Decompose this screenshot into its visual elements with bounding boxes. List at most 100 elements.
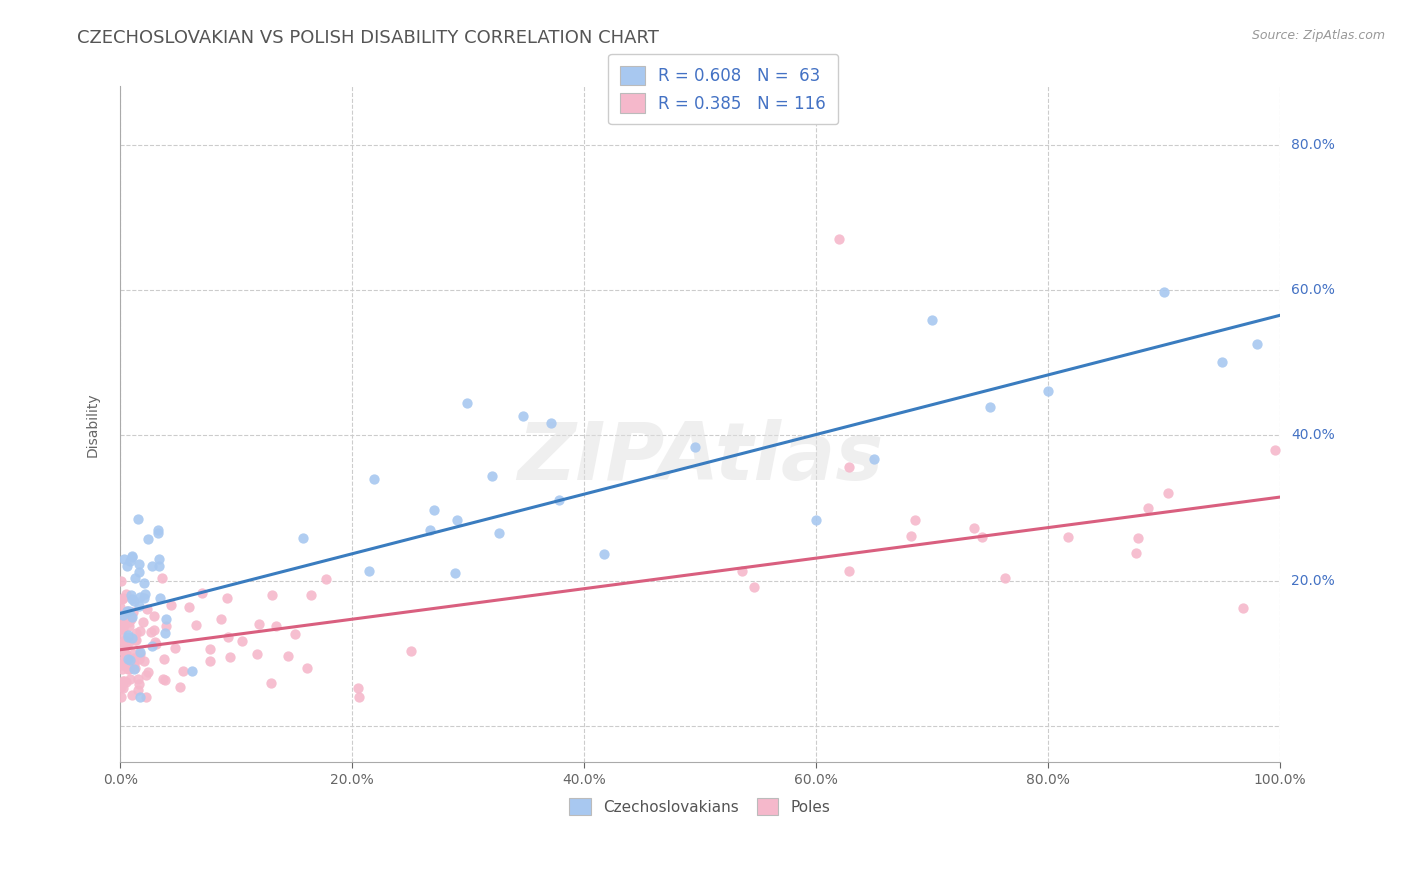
- Point: [129, 690, 152, 704]
- Point: [141, 640, 163, 654]
- Point: [125, 626, 148, 640]
- Point: [110, 690, 132, 704]
- Point: [118, 672, 141, 686]
- Point: [110, 654, 132, 668]
- Point: [245, 647, 267, 661]
- Point: [446, 513, 468, 527]
- Point: [838, 564, 860, 578]
- Point: [117, 627, 139, 641]
- Point: [121, 549, 143, 563]
- Point: [121, 631, 143, 645]
- Point: [110, 618, 132, 632]
- Y-axis label: Disability: Disability: [86, 392, 100, 457]
- Text: ZIPAtlas: ZIPAtlas: [517, 419, 883, 497]
- Point: [231, 634, 253, 648]
- Point: [347, 681, 370, 696]
- Point: [122, 651, 145, 665]
- Point: [731, 564, 754, 578]
- Point: [128, 557, 150, 571]
- Point: [115, 675, 138, 690]
- Point: [135, 668, 157, 682]
- Point: [218, 650, 240, 665]
- Point: [994, 572, 1017, 586]
- Point: [110, 574, 132, 588]
- Point: [198, 642, 221, 657]
- Point: [129, 647, 152, 661]
- Point: [111, 591, 134, 606]
- Point: [110, 642, 132, 657]
- Point: [153, 625, 176, 640]
- Point: [112, 622, 135, 636]
- Point: [110, 657, 132, 672]
- Point: [124, 571, 146, 585]
- Point: [1211, 355, 1233, 369]
- Point: [122, 647, 145, 661]
- Point: [118, 657, 141, 671]
- Point: [128, 645, 150, 659]
- Text: CZECHOSLOVAKIAN VS POLISH DISABILITY CORRELATION CHART: CZECHOSLOVAKIAN VS POLISH DISABILITY COR…: [77, 29, 659, 46]
- Point: [900, 529, 922, 543]
- Point: [145, 637, 167, 651]
- Point: [112, 673, 135, 688]
- Point: [122, 606, 145, 620]
- Point: [120, 657, 142, 671]
- Point: [115, 636, 138, 650]
- Point: [117, 631, 139, 645]
- Point: [456, 395, 478, 409]
- Point: [117, 651, 139, 665]
- Point: [112, 634, 135, 648]
- Point: [131, 615, 153, 629]
- Point: [110, 636, 132, 650]
- Point: [139, 624, 162, 639]
- Point: [349, 690, 371, 704]
- Point: [148, 552, 170, 566]
- Point: [112, 616, 135, 631]
- Point: [115, 558, 138, 573]
- Point: [260, 588, 283, 602]
- Point: [134, 654, 156, 668]
- Text: 40.0%: 40.0%: [1291, 428, 1334, 442]
- Point: [115, 604, 138, 618]
- Point: [152, 672, 174, 686]
- Point: [118, 619, 141, 633]
- Point: [110, 680, 132, 694]
- Point: [198, 654, 221, 668]
- Point: [155, 612, 177, 626]
- Point: [184, 618, 207, 632]
- Point: [128, 599, 150, 613]
- Point: [401, 644, 423, 658]
- Point: [118, 662, 141, 676]
- Point: [284, 627, 307, 641]
- Point: [120, 612, 142, 626]
- Point: [148, 558, 170, 573]
- Point: [121, 688, 143, 702]
- Point: [1036, 384, 1059, 398]
- Point: [132, 591, 155, 606]
- Point: [423, 503, 446, 517]
- Point: [315, 572, 337, 586]
- Point: [838, 459, 860, 474]
- Point: [128, 652, 150, 666]
- Point: [153, 673, 176, 688]
- Point: [141, 558, 163, 573]
- Point: [921, 313, 943, 327]
- Point: [1157, 486, 1180, 500]
- Point: [169, 680, 191, 694]
- Point: [540, 416, 562, 430]
- Point: [295, 661, 318, 675]
- Point: [111, 681, 134, 695]
- Point: [260, 675, 283, 690]
- Point: [118, 615, 141, 629]
- Point: [118, 653, 141, 667]
- Point: [247, 616, 270, 631]
- Point: [118, 613, 141, 627]
- Point: [114, 632, 136, 647]
- Point: [129, 624, 152, 638]
- Point: [1153, 285, 1175, 299]
- Point: [134, 587, 156, 601]
- Point: [127, 672, 149, 686]
- Point: [117, 611, 139, 625]
- Point: [124, 661, 146, 675]
- Point: [111, 592, 134, 607]
- Point: [683, 441, 706, 455]
